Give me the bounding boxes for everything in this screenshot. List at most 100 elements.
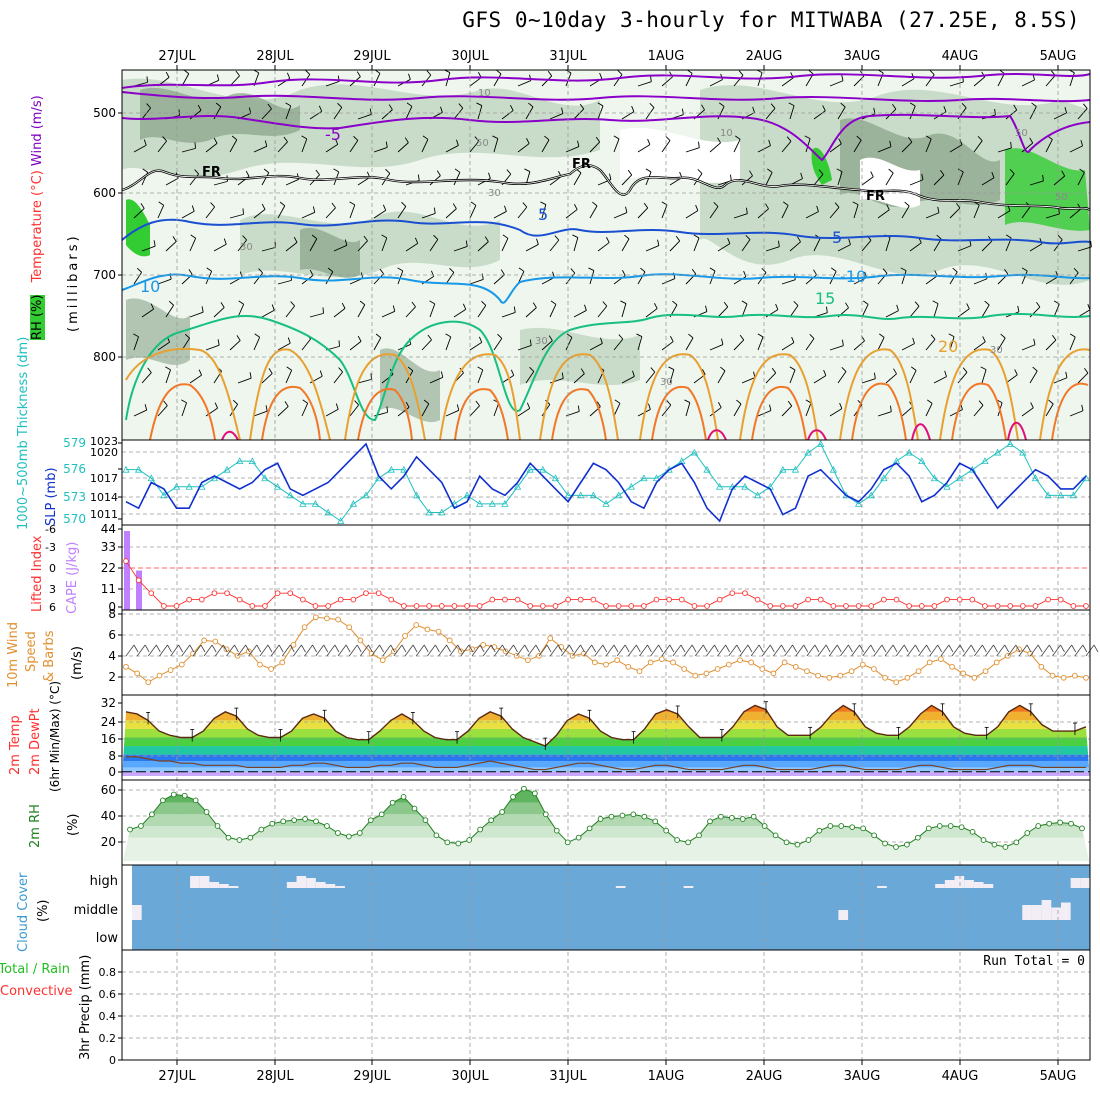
- rh2m-point: [925, 825, 932, 832]
- contour-minus10: [121, 73, 1091, 89]
- lifted-index-point: [893, 596, 900, 603]
- wind-barb-flag: [735, 135, 741, 140]
- lifted-index-point: [830, 603, 837, 609]
- rh2m-point: [980, 837, 987, 843]
- cloud-ylabel-1: Cloud Cover: [16, 872, 31, 952]
- wind-barb-staff: [261, 373, 273, 384]
- wind-barb-flag: [337, 102, 343, 108]
- wind-barb-flag: [956, 202, 961, 209]
- wind-barb-flag: [405, 401, 410, 408]
- wind-barb-flag: [165, 366, 171, 371]
- rh2m-point: [466, 837, 473, 843]
- wind-barb-flag: [650, 367, 656, 373]
- cloud-gap-middle: [1031, 905, 1042, 920]
- label-rh-30-e: 30: [990, 345, 1003, 356]
- lifted-index-point: [906, 603, 913, 609]
- wind-barb-flag: [349, 201, 356, 206]
- wind-barb-flag: [1073, 268, 1079, 273]
- label-rh-50-c: 50: [1055, 192, 1068, 203]
- wind-barb-staff: [1021, 270, 1028, 285]
- thickness-ytick-label: 570: [63, 512, 86, 526]
- wind-barb-flag: [452, 203, 457, 209]
- lifted-index-point: [1045, 596, 1051, 603]
- cloud-gap-high: [877, 886, 887, 888]
- label-minus10: -10: [840, 267, 866, 286]
- wind-barb-flag: [999, 69, 1005, 74]
- temp2m-ytick-label: 16: [101, 732, 116, 746]
- wind-barb-flag: [440, 106, 443, 113]
- wind-barb-staff: [325, 207, 336, 219]
- wind10-barb-flag: [133, 644, 139, 653]
- wind10-barb: [360, 644, 369, 657]
- wind10-point: [625, 663, 632, 670]
- wind-barb-flag: [991, 172, 995, 178]
- wind-barb-staff: [141, 308, 154, 318]
- wind10-barb: [494, 644, 503, 657]
- wind-barb-staff: [717, 243, 731, 252]
- contour-25: [149, 382, 1089, 441]
- rh2m-point: [1024, 830, 1031, 836]
- wind-barb-staff: [285, 370, 293, 384]
- label-minus5: -5: [325, 125, 341, 144]
- wind10-barb-flag: [557, 644, 563, 653]
- wind-barb-staff: [837, 371, 847, 384]
- wind10-barb: [918, 644, 927, 657]
- wind-barb-staff: [813, 375, 827, 384]
- wind-barb-staff: [373, 337, 382, 351]
- wind-barb-flag: [602, 301, 608, 307]
- wind-barb-staff: [885, 108, 897, 120]
- wind-barb-flag: [783, 201, 789, 206]
- wind-barb-staff: [957, 371, 968, 384]
- wind-barb-staff: [733, 213, 748, 219]
- wind-barb-flag: [236, 335, 241, 341]
- thickness-point: [134, 465, 143, 473]
- wind-barb-staff: [301, 338, 311, 351]
- top-date-label: 2AUG: [746, 49, 783, 64]
- wind10-point: [703, 670, 710, 677]
- lifted-index-point: [1083, 603, 1089, 609]
- wind10-barb-flag: [502, 644, 507, 653]
- wind-barb-staff: [397, 206, 407, 219]
- lifted-index-point: [363, 590, 369, 597]
- wind10-barb-flag: [926, 644, 931, 653]
- thickness-point: [210, 474, 219, 482]
- wind-barb-flag: [606, 237, 610, 243]
- lifted-index-point: [603, 603, 609, 609]
- wind-barb-staff: [381, 310, 395, 318]
- lifted-index-point: [704, 603, 710, 609]
- wind10-barb: [561, 644, 570, 657]
- thickness-point: [791, 465, 800, 473]
- wind-barb-staff: [261, 172, 270, 186]
- wind10-point: [603, 661, 609, 668]
- bottom-date-label: 5AUG: [1040, 1069, 1077, 1084]
- rh2m-point: [225, 834, 232, 841]
- thickness-point: [993, 448, 1002, 456]
- slp-ytick-label: 1011: [90, 508, 118, 521]
- rh-band: [122, 837, 1090, 861]
- wind-barb-flag: [414, 237, 419, 244]
- wind-barb-staff: [133, 272, 143, 285]
- precip-border: [121, 949, 1091, 1061]
- wind10-barb-flag: [189, 644, 195, 653]
- wind10-barb: [192, 644, 202, 657]
- rh2m-point: [750, 813, 757, 820]
- wind-barb-staff: [333, 107, 343, 120]
- wind10-barb-flag: [993, 644, 998, 653]
- wind-barb-flag: [682, 108, 684, 115]
- wind-barb-staff: [589, 141, 601, 153]
- wind10-barb: [237, 644, 246, 657]
- label-rh-30-a: 30: [488, 188, 501, 199]
- rh2m-point: [542, 811, 549, 818]
- wind10-barb: [170, 644, 179, 657]
- wind-barb-flag: [1004, 268, 1009, 275]
- wind-barb-flag: [286, 366, 292, 371]
- wind-barb-flag: [344, 239, 348, 246]
- wind-barb-staff: [229, 404, 239, 417]
- wind-barb-staff: [765, 372, 777, 384]
- rh2m-point: [324, 823, 330, 829]
- wind-barb-flag: [168, 300, 174, 306]
- wind-barb-staff: [205, 206, 215, 219]
- wind-barb-staff: [613, 212, 628, 219]
- wind-barb-staff: [1045, 213, 1060, 219]
- contour-fr-inner: [121, 164, 1091, 211]
